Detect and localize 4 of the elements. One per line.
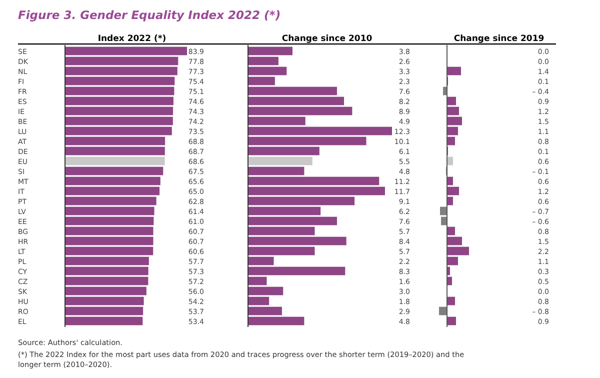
chart-subtitle: Index 2022 (*) [98,34,166,44]
chart-title: Figure 3. Gender Equality Index 2022 (*) [18,8,281,22]
text: Change since 2019 [454,34,544,44]
chart-subtitle: Change since 2010 [282,34,372,44]
